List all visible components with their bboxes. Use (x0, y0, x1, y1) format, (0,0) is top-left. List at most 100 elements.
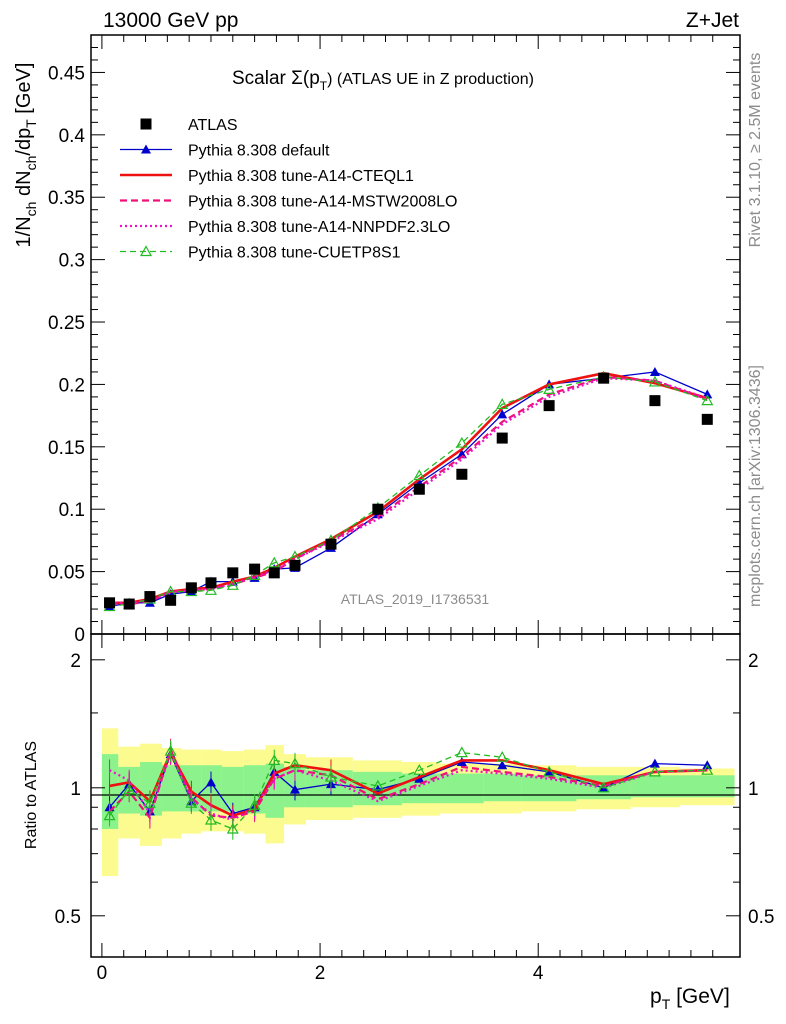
atlas-data-point (372, 503, 384, 515)
atlas-data-point (543, 400, 555, 412)
main-point (226, 579, 239, 590)
rivet-label: Rivet 3.1.10, ≥ 2.5M events (747, 53, 764, 248)
xlabel-part-c: [GeV] (670, 985, 730, 1008)
ratio-band-green (483, 773, 522, 802)
x-tick-label: 2 (315, 963, 326, 984)
ratio-point (268, 754, 281, 765)
main-point (248, 569, 261, 580)
legend-label: Pythia 8.308 tune-A14-NNPDF2.3LO (188, 219, 450, 236)
atlas-data-point (289, 559, 301, 571)
x-axis-label: pT [GeV] (650, 985, 730, 1012)
ratio-y-tick-label: 0.5 (55, 907, 81, 928)
ratio-frame (90, 633, 741, 958)
ratio-y-tick-label: 2 (70, 651, 81, 672)
ylabel-part-f: T (23, 119, 39, 128)
ratio-point (204, 813, 218, 825)
main-y-tick-label: 0.2 (59, 375, 85, 396)
ratio-point (143, 796, 156, 808)
chart-title-sub: T (320, 79, 328, 93)
analysis-watermark: ATLAS_2019_I1736531 (341, 591, 490, 607)
main-y-tick-label: 0.4 (59, 126, 86, 147)
ratio-point (649, 758, 660, 768)
legend: ATLAS Pythia 8.308 default Pythia 8.308 tu… (120, 117, 457, 262)
main-y-tick-label: 0.15 (48, 438, 85, 459)
main-y-tick-label: 0.25 (48, 313, 85, 334)
ratio-point (543, 765, 556, 777)
ratio-series-layer (103, 738, 714, 840)
ratio-y-tick-label-right: 1 (748, 779, 759, 800)
atlas-data-point (249, 563, 261, 575)
atlas-data-point (496, 432, 508, 444)
main-point (648, 375, 661, 387)
ratio-point (288, 757, 301, 769)
atlas-data-point (185, 582, 197, 594)
ratio-point (455, 746, 468, 758)
legend-label: Pythia 8.308 default (188, 143, 330, 160)
legend-label: Pythia 8.308 tune-A14-MSTW2008LO (188, 194, 457, 211)
ratio-band-green (161, 765, 182, 812)
main-point (497, 409, 508, 419)
atlas-data-point (268, 567, 280, 579)
main-line-pythia-8-308-tune-a14-mstw2008lo (109, 375, 708, 606)
ratio-y-tick-label: 1 (70, 779, 81, 800)
ratio-band-green (680, 775, 735, 798)
atlas-data-point (104, 597, 116, 609)
main-point (543, 383, 556, 395)
ratio-band-green (440, 773, 484, 804)
atlas-data-point (144, 591, 156, 603)
ratio-point (226, 822, 239, 834)
x-tick-label: 4 (533, 963, 544, 984)
ratio-band-green (221, 766, 244, 812)
ratio-band-green (140, 761, 162, 816)
ratio-point (289, 784, 300, 794)
ylabel-part-a: 1/N (13, 216, 35, 247)
ratio-band-green (101, 754, 119, 830)
ylabel-part-c: dN (13, 170, 35, 201)
ratio-point (248, 798, 261, 810)
legend-label: ATLAS (188, 117, 238, 134)
chart-title: Scalar Σ(pT) (ATLAS UE in Z production) (232, 68, 534, 93)
legend-marker (141, 144, 151, 154)
ratio-point (413, 763, 426, 775)
main-series-layer (103, 366, 714, 612)
mcplots-label: mcplots.cern.ch [arXiv:1306.3436] (747, 365, 764, 607)
ylabel-part-g: [GeV] (13, 63, 35, 120)
ratio-point (185, 796, 198, 808)
ratio-y-tick-label-right: 2 (748, 651, 759, 672)
legend-label: Pythia 8.308 tune-CUETP8S1 (188, 245, 401, 262)
main-y-tick-label: 0.45 (48, 63, 85, 84)
ratio-band-green (201, 765, 222, 812)
ratio-point (648, 765, 661, 777)
ratio-point (597, 781, 610, 793)
main-point (204, 584, 218, 595)
ratio-point (371, 779, 384, 791)
atlas-data-point (456, 468, 468, 480)
legend-marker-atlas (140, 118, 152, 130)
ylabel-part-d: ch (23, 156, 39, 171)
header-process: Z+Jet (686, 9, 739, 32)
main-line-pythia-8-308-tune-a14-cteql1 (109, 371, 708, 605)
chart-title-end: ) (ATLAS UE in Z production) (327, 71, 534, 88)
ratio-point (324, 770, 337, 782)
ylabel-part-b: ch (23, 202, 39, 217)
main-point (649, 366, 660, 376)
main-point (144, 597, 155, 607)
ratio-point (164, 744, 177, 756)
main-y-tick-label: 0.3 (59, 251, 85, 272)
legend-label: Pythia 8.308 tune-A14-CTEQL1 (188, 168, 414, 185)
ratio-point (205, 777, 216, 787)
chart-title-main: Scalar Σ(p (232, 68, 320, 89)
main-y-tick-label: 0.1 (59, 500, 85, 521)
main-line-pythia-8-308-tune-cuetp8s1 (109, 376, 708, 608)
ratio-point (496, 751, 509, 762)
ratio-band-green (521, 775, 577, 802)
main-axes-layer: 0 0.05 0.1 0.15 0.2 0.25 0.3 0.35 0.4 0.45 (48, 35, 740, 646)
main-y-axis-label: 1/Nch dNch/dpT [GeV] (13, 63, 39, 248)
atlas-data-point (649, 395, 661, 407)
ratio-band-green (630, 775, 681, 798)
ratio-point (123, 783, 136, 795)
atlas-data-point (227, 567, 239, 579)
main-y-tick-label: 0.35 (48, 188, 85, 209)
atlas-data-point (205, 577, 217, 589)
